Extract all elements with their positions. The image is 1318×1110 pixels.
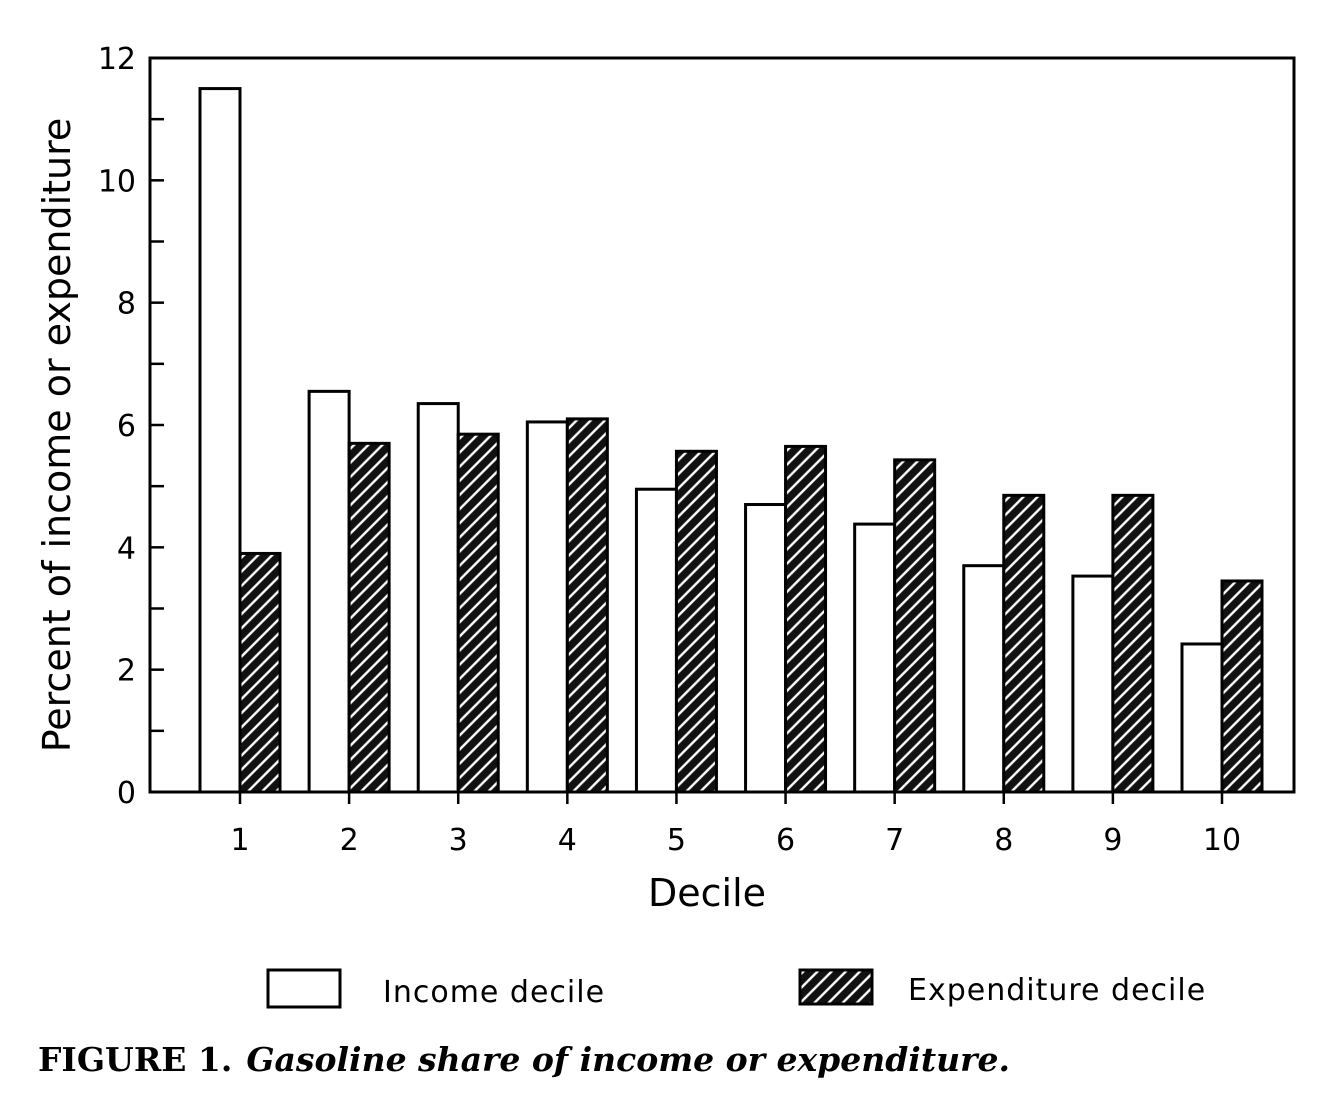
bar-expenditure-decile-4: [565, 417, 609, 794]
figure-caption-text: Gasoline share of income or expenditure.: [246, 1040, 1010, 1079]
x-tick-label: 1: [230, 823, 249, 858]
legend: Income decile Expenditure decile: [266, 968, 1206, 1010]
y-tick-label: 10: [98, 164, 136, 199]
bar-expenditure-decile-8: [1002, 493, 1046, 794]
legend-label-expenditure: Expenditure decile: [908, 973, 1206, 1008]
bar-expenditure-decile-3: [456, 432, 500, 794]
bar-expenditure-decile-5: [674, 449, 718, 794]
x-tick-label: 4: [558, 823, 577, 858]
legend-swatch-income: [266, 968, 342, 1009]
x-tick-label: 2: [340, 823, 359, 858]
bar-expenditure-decile-7: [893, 458, 937, 794]
x-tick-label: 8: [994, 823, 1013, 858]
y-tick-label: 8: [117, 287, 136, 322]
bar-income-decile-1: [198, 87, 242, 794]
bar-expenditure-decile-2: [347, 441, 391, 794]
y-tick-label: 0: [117, 776, 136, 811]
x-tick-label: 9: [1103, 823, 1122, 858]
y-tick-label: 12: [98, 42, 136, 77]
bar-expenditure-decile-6: [784, 444, 828, 794]
bar-income-decile-5: [634, 487, 678, 794]
legend-label-income: Income decile: [383, 975, 605, 1010]
bar-income-decile-4: [525, 420, 569, 794]
bar-expenditure-decile-1: [238, 551, 282, 794]
figure-caption: FIGURE 1. Gasoline share of income or exp…: [38, 1040, 1010, 1079]
y-tick-label: 2: [117, 654, 136, 689]
y-axis-title: Percent of income or expenditure: [35, 118, 79, 753]
bar-income-decile-10: [1180, 642, 1224, 794]
figure-number: FIGURE 1.: [38, 1040, 233, 1079]
bar-income-decile-3: [416, 402, 460, 794]
bar-expenditure-decile-9: [1111, 493, 1155, 794]
bar-income-decile-7: [853, 522, 897, 794]
legend-swatch-expenditure: [798, 968, 874, 1006]
x-tick-label: 5: [667, 823, 686, 858]
x-tick-label: 6: [776, 823, 795, 858]
bar-expenditure-decile-10: [1220, 579, 1264, 794]
x-tick-label: 7: [885, 823, 904, 858]
bar-income-decile-8: [962, 564, 1006, 794]
bar-income-decile-2: [307, 389, 351, 794]
x-axis-title: Decile: [648, 871, 766, 915]
x-tick-label: 3: [449, 823, 468, 858]
y-tick-label: 4: [117, 531, 136, 566]
bar-income-decile-6: [744, 503, 788, 794]
x-tick-label: 10: [1203, 823, 1241, 858]
bar-income-decile-9: [1071, 574, 1115, 794]
y-tick-label: 6: [117, 409, 136, 444]
